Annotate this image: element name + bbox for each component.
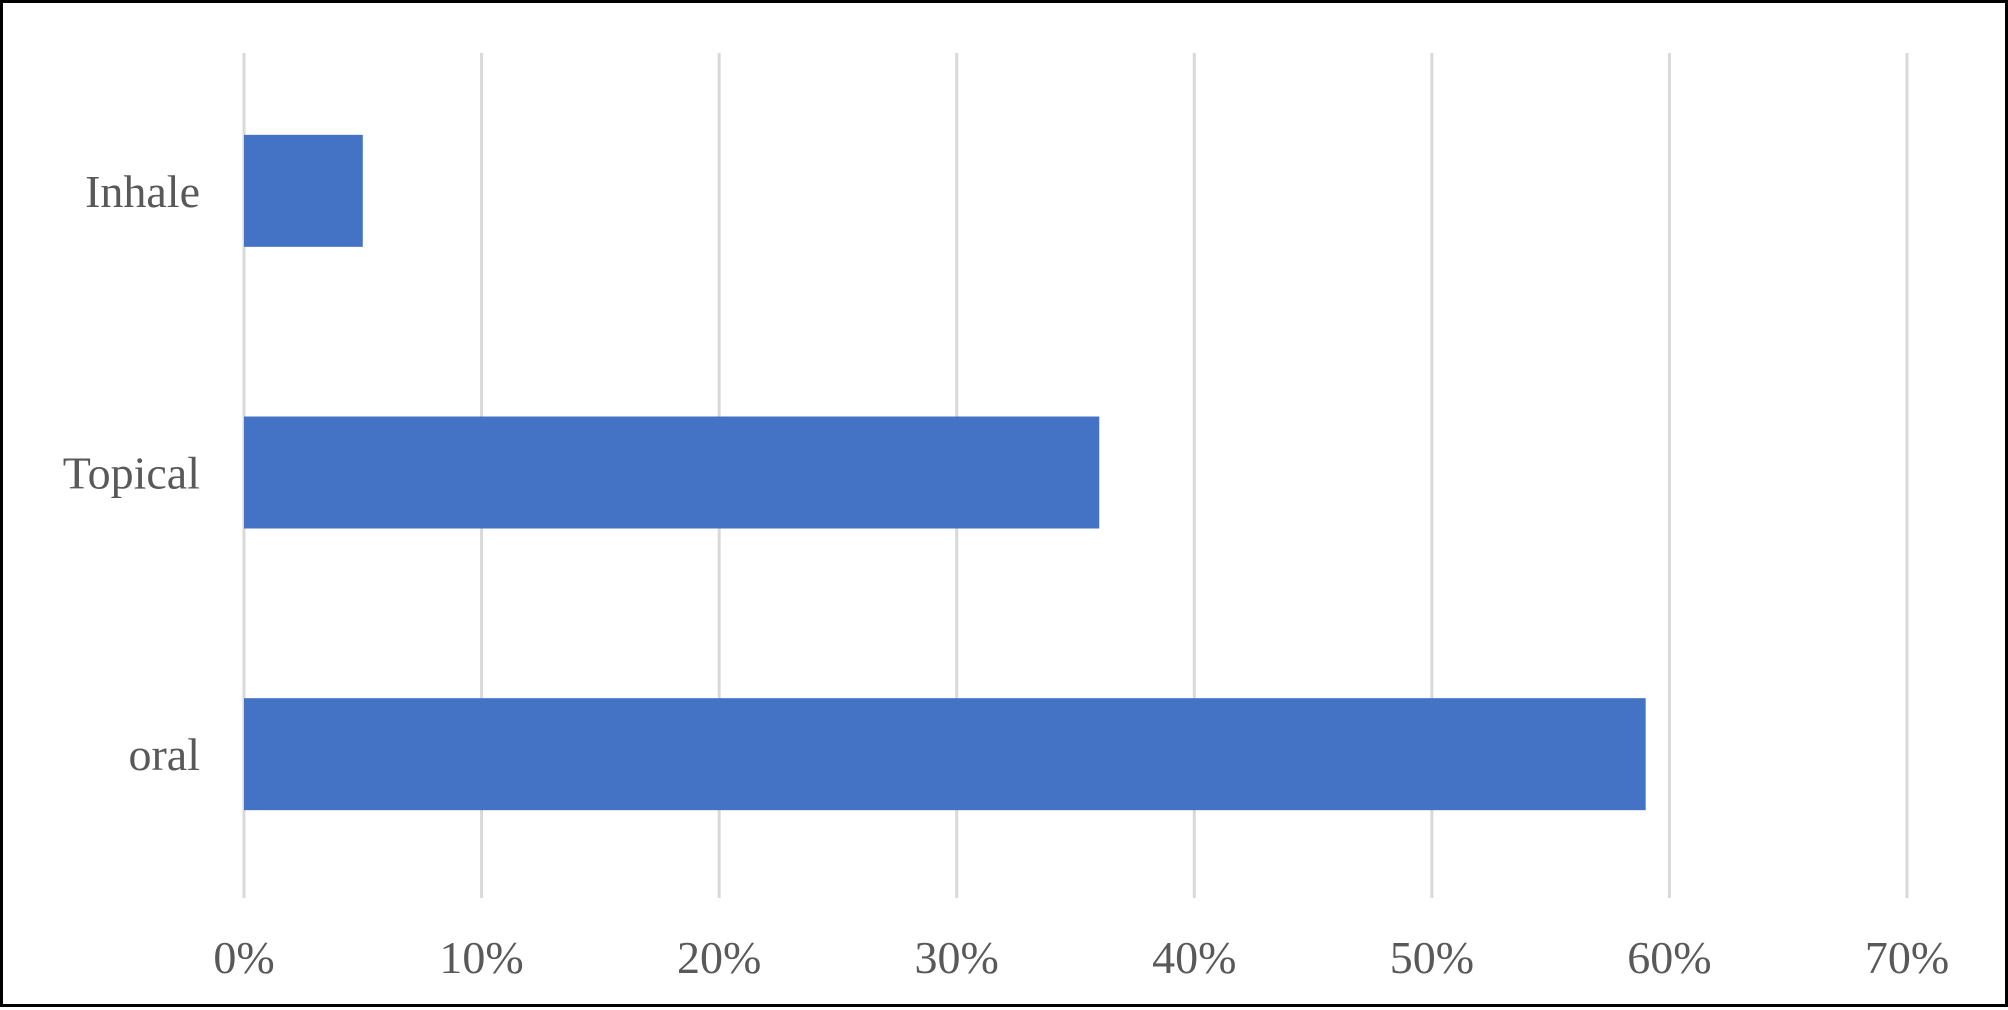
bars bbox=[244, 134, 1646, 811]
bar-inhale bbox=[244, 134, 363, 247]
x-tick-label: 70% bbox=[1865, 932, 1949, 983]
x-tick-label: 40% bbox=[1152, 932, 1236, 983]
x-tick-label: 10% bbox=[439, 932, 523, 983]
y-axis-category-labels: Inhale Topical oral bbox=[63, 166, 200, 780]
x-tick-label: 50% bbox=[1390, 932, 1474, 983]
x-tick-label: 30% bbox=[915, 932, 999, 983]
category-label: Inhale bbox=[85, 166, 200, 217]
x-tick-label: 20% bbox=[677, 932, 761, 983]
x-tick-label: 60% bbox=[1627, 932, 1711, 983]
category-label: oral bbox=[128, 729, 200, 780]
x-axis-tick-labels: 0% 10% 20% 30% 40% 50% 60% 70% bbox=[213, 932, 1949, 983]
x-tick-label: 0% bbox=[213, 932, 274, 983]
bar-topical bbox=[244, 416, 1100, 529]
bar-oral bbox=[244, 698, 1646, 811]
bar-chart: 0% 10% 20% 30% 40% 50% 60% 70% Inhale Topical ora… bbox=[63, 53, 1949, 983]
category-label: Topical bbox=[63, 448, 200, 499]
